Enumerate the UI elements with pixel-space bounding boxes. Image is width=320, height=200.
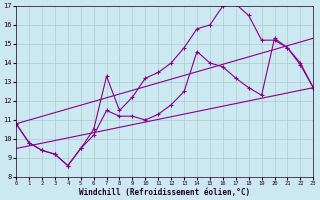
X-axis label: Windchill (Refroidissement éolien,°C): Windchill (Refroidissement éolien,°C) <box>79 188 250 197</box>
